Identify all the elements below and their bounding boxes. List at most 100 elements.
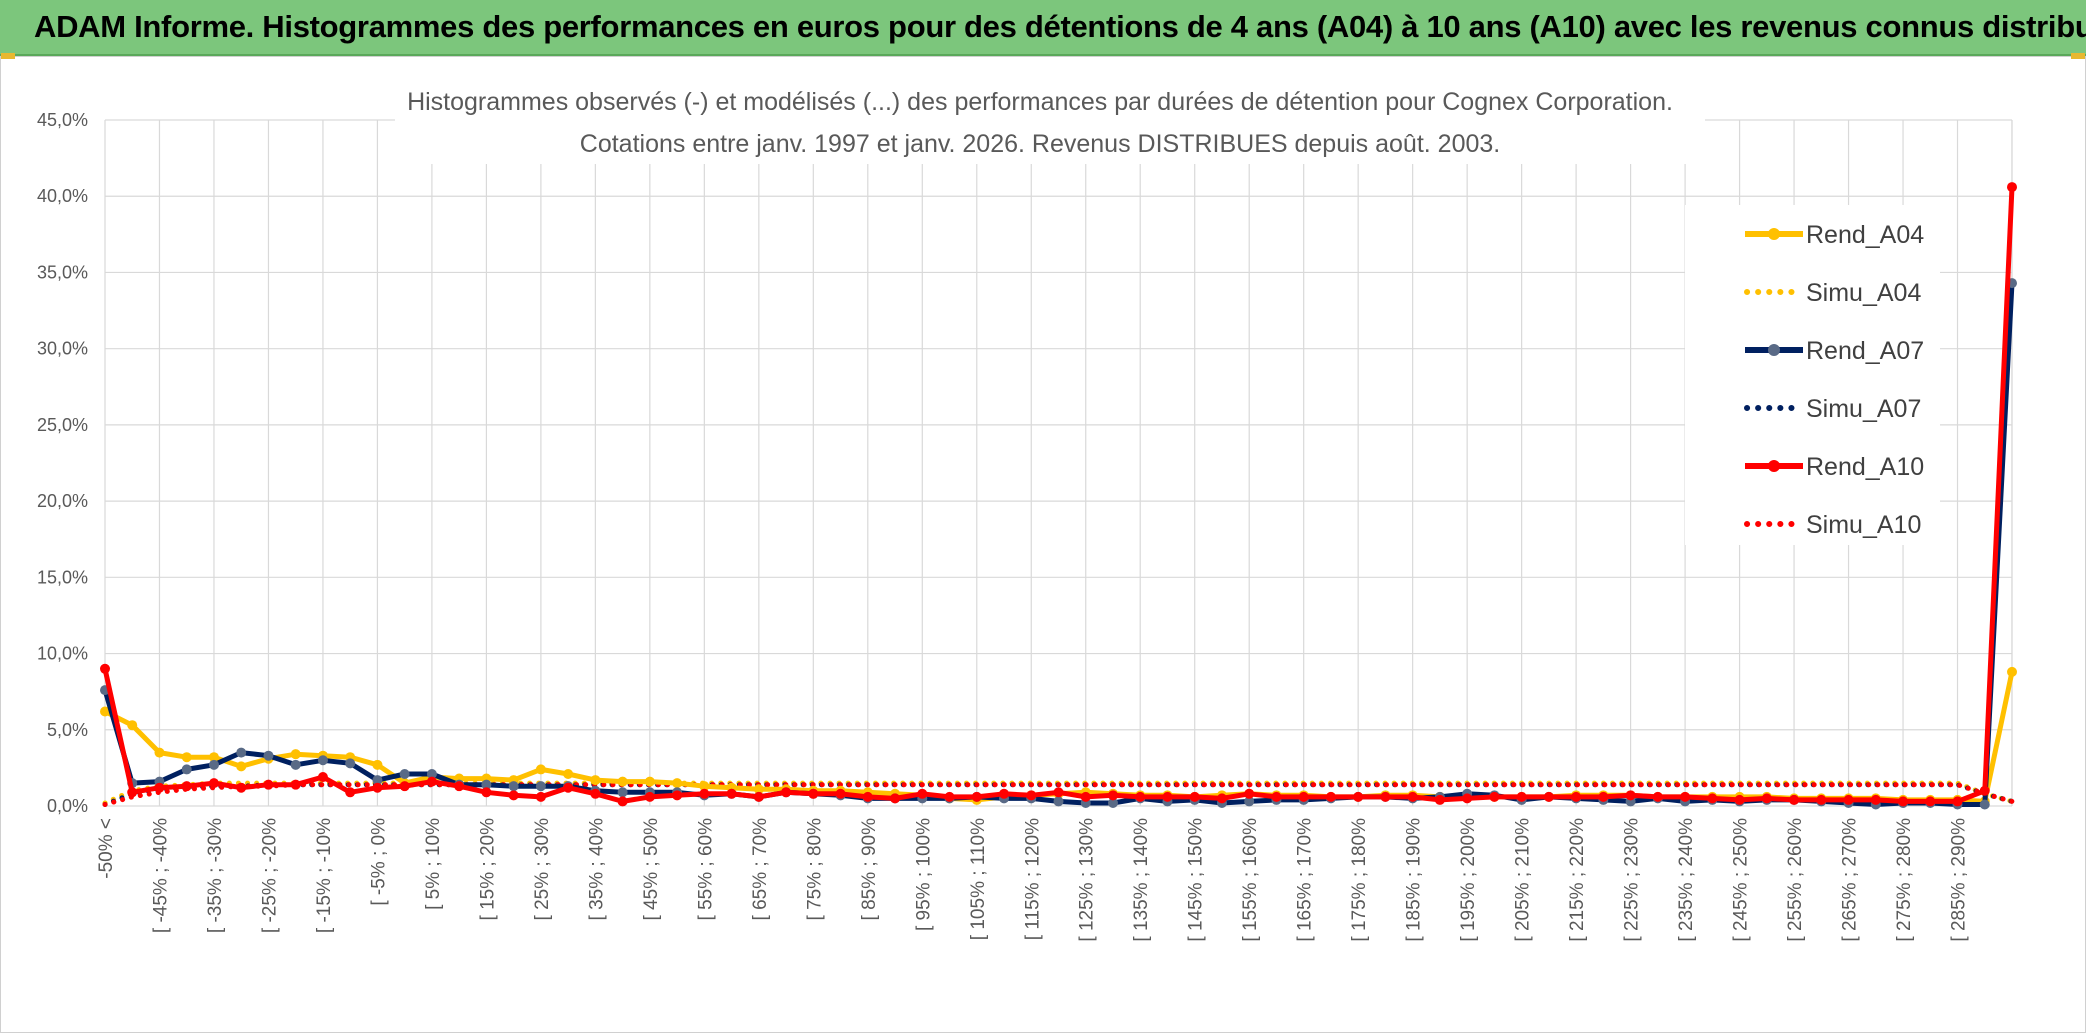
x-tick-label: [ 215% ; 220% [1567,818,1588,942]
data-point [1462,793,1473,804]
data-point [1571,791,1582,802]
data-point [481,787,492,798]
data-point [1516,791,1527,802]
x-tick-label: [ 135% ; 140% [1131,818,1152,942]
report-title: ADAM Informe. Histogrammes des performan… [34,9,2086,44]
data-point [1189,791,1200,802]
legend-label: Rend_A04 [1806,221,1924,249]
data-point [563,782,574,793]
data-point [726,788,737,799]
x-tick-label: [ 125% ; 130% [1077,818,1098,942]
data-point [1407,791,1418,802]
data-point [290,759,301,770]
data-point [1816,794,1827,805]
data-point [399,768,410,779]
x-tick-label: [ -25% ; -20% [259,818,280,933]
data-point [2007,666,2017,677]
legend-marker [1768,344,1780,356]
data-point [426,768,437,779]
data-point [1353,791,1364,802]
data-point [1680,791,1691,802]
data-point [372,782,383,793]
data-point [563,768,574,779]
x-tick-label: [ 55% ; 60% [695,818,716,921]
data-point [1952,796,1963,807]
chart-title-line-2: Cotations entre janv. 1997 et janv. 2026… [580,130,1500,158]
x-tick-label: [ 145% ; 150% [1186,818,1207,942]
data-point [508,781,519,792]
x-tick-label: [ 265% ; 270% [1840,818,1861,942]
y-tick-label: 35,0% [37,262,88,282]
x-tick-label: [ -15% ; -10% [314,818,335,933]
data-point [917,788,928,799]
legend-item-simu-a07: Simu_A07 [1744,395,1921,423]
data-point [1789,794,1800,805]
data-point [481,779,492,790]
corner-marker-left [1,53,15,59]
y-tick-label: 10,0% [37,644,88,664]
x-tick-label: [ 165% ; 170% [1295,818,1316,942]
data-point [1380,791,1391,802]
x-tick-label: [ 175% ; 180% [1349,818,1370,942]
x-tick-label: [ 235% ; 240% [1676,818,1697,942]
legend-marker [1768,228,1780,240]
x-tick-label: [ -35% ; -30% [205,818,226,933]
data-point [699,781,710,792]
data-point [535,781,546,792]
data-point [1625,790,1636,801]
data-point [1652,791,1663,802]
legend-item-rend-a10: Rend_A10 [1745,453,1924,481]
x-tick-label: [ 75% ; 80% [804,818,825,921]
data-point [100,706,110,717]
legend-label: Rend_A10 [1806,453,1924,481]
data-point [1107,797,1118,808]
x-tick-label: [ 255% ; 260% [1785,818,1806,942]
y-tick-label: 5,0% [47,720,88,740]
data-point [208,778,219,789]
y-tick-label: 30,0% [37,339,88,359]
data-point [154,747,165,758]
x-tick-label: [ 245% ; 250% [1731,818,1752,942]
data-point [1271,791,1282,802]
data-point [345,758,356,769]
data-point [1434,794,1445,805]
data-point [181,781,192,792]
data-point [1925,796,1936,807]
data-point [1135,791,1146,802]
legend-item-rend-a07: Rend_A07 [1745,337,1924,365]
data-point [1244,796,1255,807]
x-tick-label: [ -45% ; -40% [150,818,171,933]
x-tick-label: [ 95% ; 100% [913,818,934,931]
data-point [644,791,655,802]
x-tick-label: [ 105% ; 110% [968,818,989,940]
data-point [1761,793,1772,804]
data-point [263,779,274,790]
data-point [236,761,247,772]
x-tick-label: -50% < [96,818,117,879]
data-point [1325,791,1336,802]
data-point [617,776,628,787]
chart-title-line-1: Histogrammes observés (-) et modélisés (… [407,88,1673,116]
x-tick-label: [ 275% ; 280% [1894,818,1915,942]
data-point [1707,793,1718,804]
data-point [2007,182,2017,193]
data-point [1053,787,1064,798]
data-point [1734,794,1745,805]
data-point [181,752,192,763]
data-point [1026,790,1037,801]
data-point [127,720,138,731]
x-tick-label: [ 5% ; 10% [423,818,444,910]
data-point [127,787,138,798]
y-tick-label: 45,0% [37,110,88,130]
x-tick-label: [ 65% ; 70% [750,818,771,921]
legend-background [1685,205,1940,545]
data-point [617,787,628,798]
report-banner: ADAM Informe. Histogrammes des performan… [0,0,2086,56]
data-point [1979,785,1990,796]
data-point [781,787,792,798]
data-point [1979,799,1990,810]
data-point [1107,790,1118,801]
legend: Rend_A04 Simu_A04 Rend_A07 Simu_A07 Rend_A10… [1685,205,1940,545]
series-rend-a10 [100,182,2017,807]
